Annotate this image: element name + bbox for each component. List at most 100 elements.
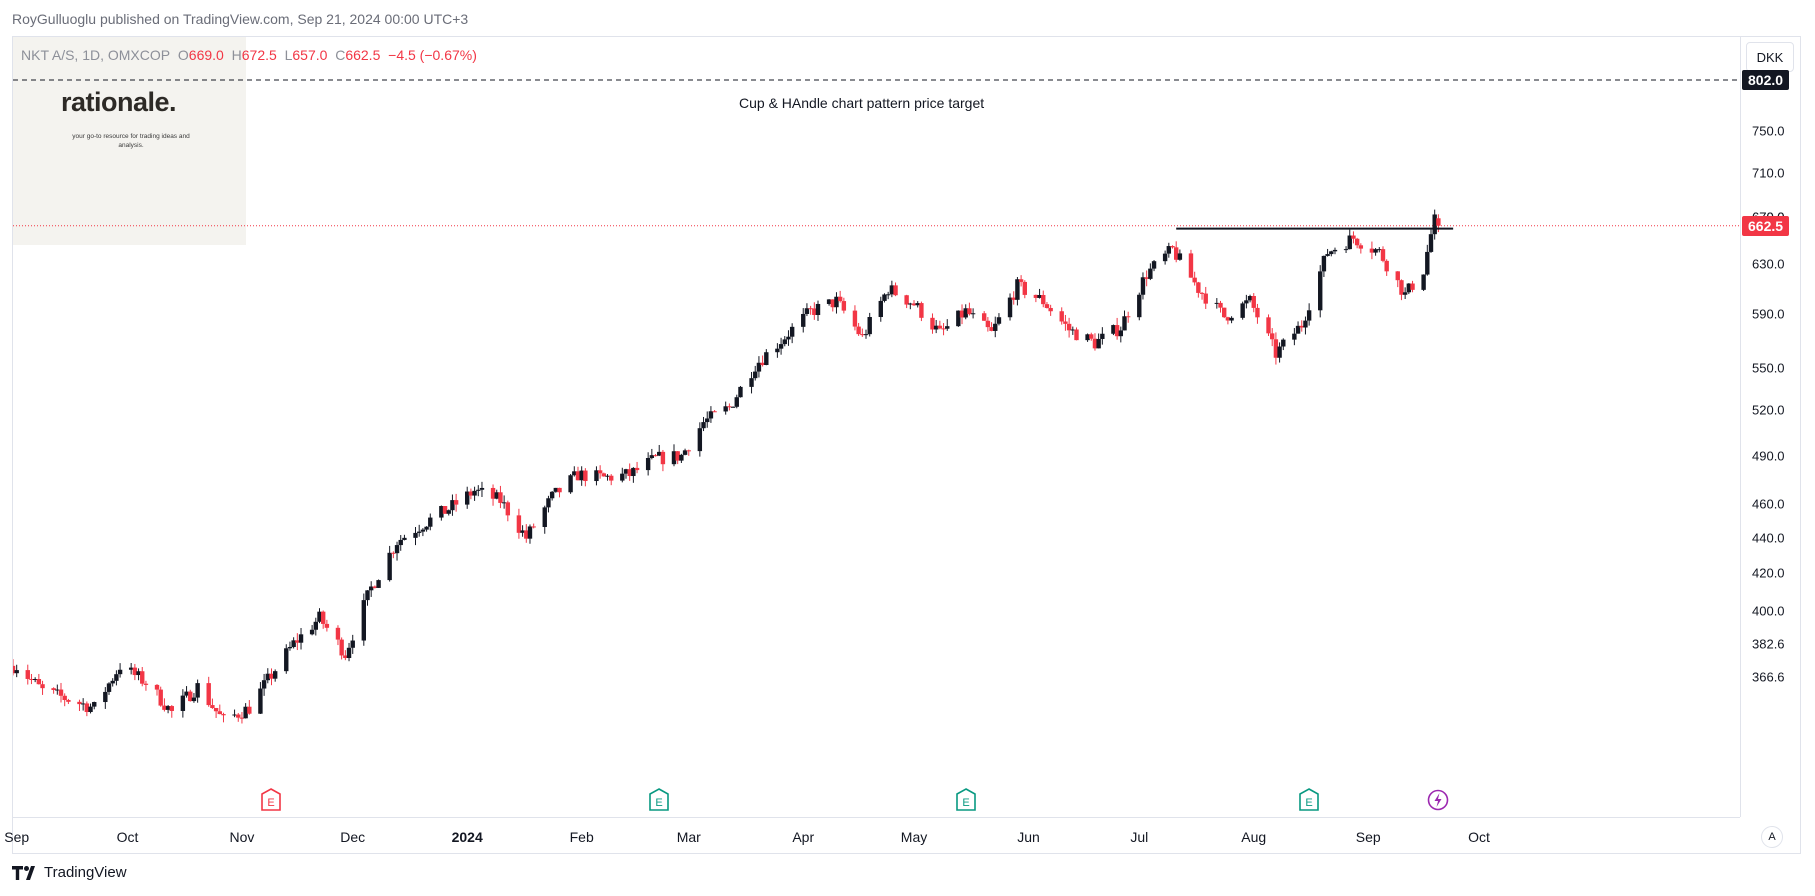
candle-body	[1166, 246, 1172, 254]
candle-body	[320, 611, 326, 624]
candle-body	[439, 506, 444, 518]
candle-body	[143, 683, 149, 685]
candle-body	[1140, 277, 1146, 295]
candle-body	[1266, 317, 1271, 334]
candle-body	[524, 530, 529, 539]
candle-body	[106, 683, 112, 692]
candle-body	[368, 586, 374, 591]
price-tick: 400.0	[1752, 603, 1785, 618]
chart-plot-area[interactable]: rationale. your go-to resource for tradi…	[13, 37, 1740, 817]
candle-body	[830, 299, 835, 308]
candle-body	[287, 646, 293, 649]
candle-body	[232, 714, 237, 716]
candle-body	[58, 689, 64, 696]
candle-body	[14, 670, 19, 674]
candle-body	[479, 487, 485, 490]
candle-body	[760, 362, 765, 365]
candle-body	[221, 714, 226, 716]
candle-body	[1402, 292, 1408, 295]
auto-scale-button[interactable]: A	[1761, 826, 1783, 848]
candle-body	[930, 317, 935, 330]
candle-body	[1247, 295, 1253, 301]
price-tick: 440.0	[1752, 530, 1785, 546]
candle-body	[1218, 302, 1223, 308]
logo-tagline: your go-to resource for trading ideas an…	[72, 133, 190, 149]
candle-body	[730, 406, 736, 408]
candle-body	[1188, 253, 1194, 278]
candle-body	[882, 294, 887, 301]
candle-body	[169, 706, 174, 711]
earnings-marker-icon[interactable]: E	[648, 788, 670, 812]
candle-body	[738, 386, 743, 398]
candle-body	[734, 397, 739, 407]
candle-body	[705, 418, 710, 423]
candle-body	[1048, 307, 1053, 312]
candle-body	[631, 467, 636, 477]
time-scale[interactable]: Sep Oct Nov Dec 2024 Feb Mar Apr May Jun Jul Aug Sep…	[4, 817, 1740, 854]
candle-body	[557, 487, 562, 493]
candle-body	[40, 684, 45, 689]
dividend-marker-icon[interactable]	[1427, 788, 1449, 812]
candle-body	[956, 310, 961, 327]
candle-body	[701, 422, 706, 429]
candle-body	[893, 285, 898, 296]
candle-body	[808, 308, 813, 310]
candle-body	[1273, 339, 1279, 358]
candle-body	[1332, 249, 1338, 252]
candle-body	[837, 296, 843, 302]
candle-body	[291, 640, 296, 647]
candle-body	[634, 467, 640, 471]
candle-body	[494, 492, 499, 499]
candle-body	[309, 629, 315, 635]
candle-body	[1041, 295, 1046, 305]
candle-body	[424, 526, 429, 530]
tradingview-brand-label: TradingView	[44, 864, 127, 881]
tradingview-brand[interactable]: TradingView	[12, 864, 127, 881]
candle-body	[1196, 282, 1201, 293]
candle-body	[675, 451, 680, 461]
earnings-marker-icon[interactable]: E	[260, 788, 282, 812]
candle-body	[708, 411, 714, 419]
currency-button[interactable]: DKK	[1746, 42, 1794, 72]
candle-body	[623, 469, 629, 474]
candle-body	[465, 491, 470, 505]
candle-body	[775, 348, 780, 353]
time-tick: Dec	[340, 829, 366, 845]
earnings-marker-icon[interactable]: E	[955, 788, 977, 812]
candle-body	[1177, 253, 1183, 260]
price-scale[interactable]	[1740, 37, 1800, 817]
candle-body	[546, 498, 551, 508]
candle-body	[1085, 334, 1090, 341]
candle-body	[516, 515, 522, 533]
time-tick: Sep	[1355, 829, 1381, 845]
candle-body	[945, 326, 950, 329]
candle-body	[1281, 339, 1286, 347]
candle-body	[1277, 346, 1282, 358]
candle-body	[162, 705, 167, 710]
earnings-marker-icon[interactable]: E	[1298, 788, 1320, 812]
candle-body	[450, 500, 455, 511]
candle-body	[1384, 260, 1389, 272]
candle-body	[749, 378, 754, 387]
candle-body	[265, 673, 270, 681]
candle-body	[36, 679, 42, 685]
candle-body	[335, 627, 341, 640]
candle-body	[1406, 283, 1412, 293]
candle-body	[967, 308, 972, 315]
candle-body	[1299, 325, 1304, 328]
candle-body	[1303, 320, 1308, 328]
candle-body	[812, 308, 817, 316]
candle-body	[165, 706, 171, 710]
candle-body	[601, 473, 607, 477]
candle-body	[1351, 235, 1356, 239]
candle-body	[55, 689, 60, 691]
candle-body	[527, 526, 533, 539]
candle-body	[1436, 218, 1441, 226]
candle-body	[29, 678, 34, 680]
candle-body	[993, 323, 998, 331]
price-tick: 366.6	[1752, 669, 1785, 685]
price-tick: 490.0	[1752, 448, 1785, 464]
candle-body	[387, 552, 392, 581]
candle-body	[1162, 253, 1168, 262]
candle-body	[1148, 268, 1153, 279]
